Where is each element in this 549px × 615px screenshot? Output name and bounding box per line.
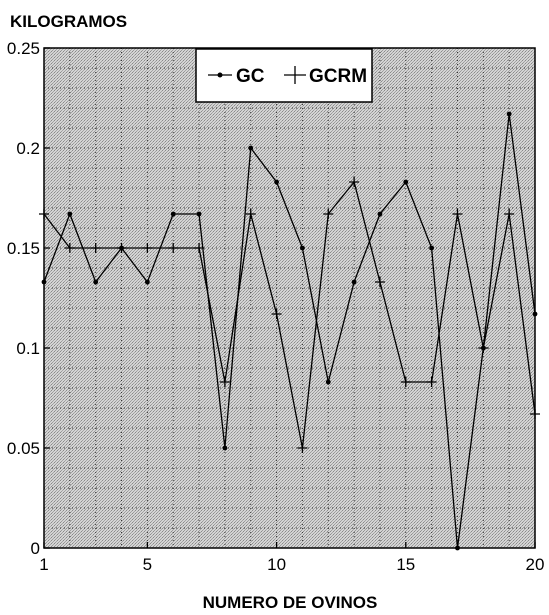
- data-point-gc: [67, 211, 73, 217]
- legend-gc-marker: [217, 72, 223, 78]
- data-point-gc: [455, 545, 460, 551]
- data-point-gcrm: [64, 243, 75, 253]
- plot-border: [43, 47, 536, 549]
- data-point-gcrm: [297, 443, 308, 453]
- data-point-gcrm: [90, 243, 101, 253]
- data-point-gcrm: [271, 309, 282, 319]
- x-tick-label: 10: [267, 555, 286, 574]
- data-point-gcrm: [194, 243, 205, 253]
- data-point-gcrm: [374, 277, 385, 287]
- legend-gcrm-label: GCRM: [309, 66, 367, 87]
- data-point-gc: [248, 145, 254, 151]
- data-point-gcrm: [530, 409, 540, 419]
- data-point-gc: [93, 279, 99, 285]
- data-point-gc: [325, 379, 331, 385]
- data-point-gc: [506, 111, 512, 117]
- y-tick-label: 0.25: [7, 39, 40, 58]
- data-point-gcrm: [400, 377, 411, 387]
- legend-gc-label: GC: [236, 66, 265, 87]
- data-point-gc: [170, 211, 176, 217]
- y-tick-label: 0.1: [16, 339, 40, 358]
- y-tick-label: 0.15: [7, 239, 40, 258]
- legend: GC GCRM: [195, 48, 373, 103]
- data-point-gc: [222, 445, 228, 451]
- series-layer: [39, 111, 540, 551]
- data-point-gcrm: [426, 377, 437, 387]
- plot-area: [44, 48, 535, 548]
- data-point-gc: [274, 179, 279, 185]
- data-point-gcrm: [323, 209, 334, 219]
- data-point-gc: [532, 311, 538, 317]
- data-point-gc: [403, 179, 409, 185]
- data-point-gcrm: [245, 209, 256, 219]
- y-tick-label: 0.2: [16, 139, 40, 158]
- x-tick-label: 20: [526, 555, 545, 574]
- series-line-gc: [43, 113, 536, 549]
- data-point-gcrm: [116, 243, 127, 253]
- y-tick-label: 0: [31, 539, 40, 558]
- data-point-gc: [144, 279, 150, 285]
- x-tick-label: 15: [396, 555, 415, 574]
- x-tick-label: 1: [39, 555, 48, 574]
- data-point-gc: [351, 279, 357, 285]
- data-point-gcrm: [349, 177, 360, 187]
- data-point-gcrm: [478, 343, 489, 353]
- x-tick-label: 5: [143, 555, 152, 574]
- data-point-gcrm: [219, 377, 230, 387]
- data-point-gc: [41, 279, 47, 285]
- data-point-gc: [429, 245, 435, 251]
- data-point-gcrm: [168, 243, 179, 253]
- data-point-gcrm: [39, 209, 49, 219]
- data-point-gcrm: [452, 209, 463, 219]
- y-tick-label: 0.05: [7, 439, 40, 458]
- data-point-gc: [377, 211, 383, 217]
- data-point-gc: [196, 211, 202, 217]
- grid-lines: [43, 47, 536, 549]
- y-axis-label: KILOGRAMOS: [10, 12, 127, 31]
- x-axis-label: NUMERO DE OVINOS: [203, 593, 378, 612]
- data-point-gcrm: [142, 243, 153, 253]
- data-point-gc: [300, 245, 305, 251]
- data-point-gcrm: [504, 209, 515, 219]
